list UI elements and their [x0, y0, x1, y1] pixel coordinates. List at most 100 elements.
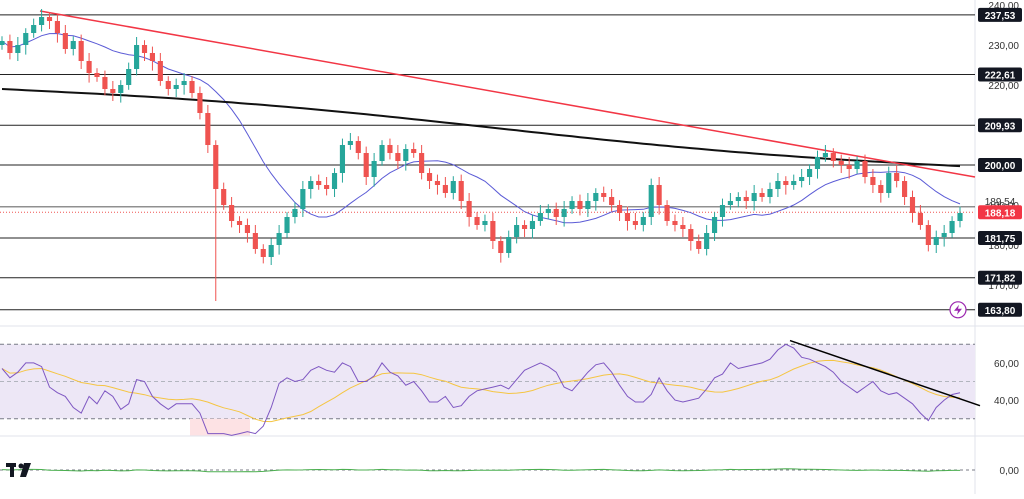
candle: [141, 45, 148, 53]
candle: [640, 217, 646, 225]
level-label-bg: [978, 270, 1022, 285]
candle: [395, 153, 401, 161]
candle: [292, 209, 298, 217]
candle: [7, 41, 13, 53]
candle: [783, 181, 789, 185]
candle: [585, 201, 591, 209]
candle: [300, 189, 306, 209]
price-tick-label: 220,00: [988, 81, 1019, 92]
candle: [799, 177, 805, 181]
candle: [727, 201, 733, 205]
candle: [70, 41, 76, 49]
candle: [529, 221, 536, 229]
candle: [601, 193, 607, 197]
candle: [688, 229, 694, 241]
level-label: 222,61: [985, 71, 1016, 82]
candle: [830, 153, 836, 161]
candle: [506, 237, 512, 253]
candle: [711, 217, 718, 233]
candle: [0, 41, 5, 45]
candle: [616, 205, 623, 213]
candle: [957, 213, 963, 221]
candle: [474, 217, 480, 225]
candle: [355, 141, 361, 153]
rsi-tick-label: 40,00: [994, 396, 1019, 407]
candle: [482, 221, 488, 225]
candle: [411, 149, 417, 153]
candle: [767, 189, 773, 197]
candle: [54, 21, 60, 33]
candle: [925, 225, 931, 245]
candle: [339, 145, 346, 173]
candle: [521, 225, 528, 229]
candle: [680, 225, 686, 229]
candle: [545, 209, 551, 213]
candle: [284, 217, 290, 233]
candle: [23, 33, 29, 45]
candle: [450, 181, 456, 193]
candle: [403, 149, 409, 161]
candle: [379, 145, 385, 161]
candle: [331, 173, 338, 189]
candle: [735, 197, 741, 201]
candle: [197, 93, 203, 113]
candle: [149, 53, 156, 61]
level-label: 237,53: [985, 11, 1016, 22]
level-label: 209,93: [985, 121, 1016, 132]
candle: [387, 145, 393, 153]
candle: [917, 213, 923, 225]
candle: [102, 77, 108, 89]
candle: [426, 173, 433, 181]
candle: [878, 185, 884, 193]
candle: [363, 153, 369, 177]
level-label-bg: [978, 158, 1022, 172]
candle: [846, 165, 852, 169]
candle: [442, 185, 448, 193]
candle: [704, 233, 710, 249]
candle: [221, 189, 227, 205]
osc-tick-label: 0,00: [1000, 466, 1020, 477]
level-label-bg: [978, 7, 1022, 22]
candle: [316, 181, 322, 185]
candle: [62, 33, 68, 49]
candle: [949, 221, 955, 233]
rsi-tick-label: 60,00: [994, 359, 1019, 370]
candle: [902, 181, 908, 197]
candle: [31, 25, 37, 33]
tradingview-logo-part: [10, 463, 14, 477]
candle: [609, 197, 615, 205]
price-trendline: [39, 10, 976, 178]
candle: [308, 181, 314, 189]
price-tick-label: 240,00: [988, 1, 1019, 12]
candle: [466, 201, 472, 217]
candle: [86, 61, 92, 73]
rsi-trendline: [789, 339, 981, 407]
level-label: 181,75: [985, 234, 1016, 245]
candle: [909, 197, 916, 213]
candle: [276, 233, 282, 245]
candle: [173, 85, 179, 89]
candle: [78, 41, 84, 61]
candle: [751, 193, 757, 201]
level-label-bg: [978, 67, 1022, 82]
candle: [347, 141, 353, 145]
tradingview-logo-part: [20, 463, 31, 477]
candle: [165, 81, 171, 89]
oscillator-line: [1, 468, 960, 473]
tradingview-logo-part: [18, 463, 24, 469]
partial-level-label: 189,54: [985, 197, 1016, 208]
candle: [656, 185, 662, 205]
level-label-bg: [978, 118, 1022, 133]
candle: [561, 209, 567, 217]
candle: [822, 153, 828, 157]
candle: [252, 233, 258, 249]
candle: [213, 145, 219, 189]
candle: [672, 221, 678, 225]
candle: [514, 225, 520, 237]
candle: [862, 161, 868, 177]
candle: [134, 45, 140, 69]
candle: [577, 201, 583, 209]
candle: [870, 177, 876, 185]
